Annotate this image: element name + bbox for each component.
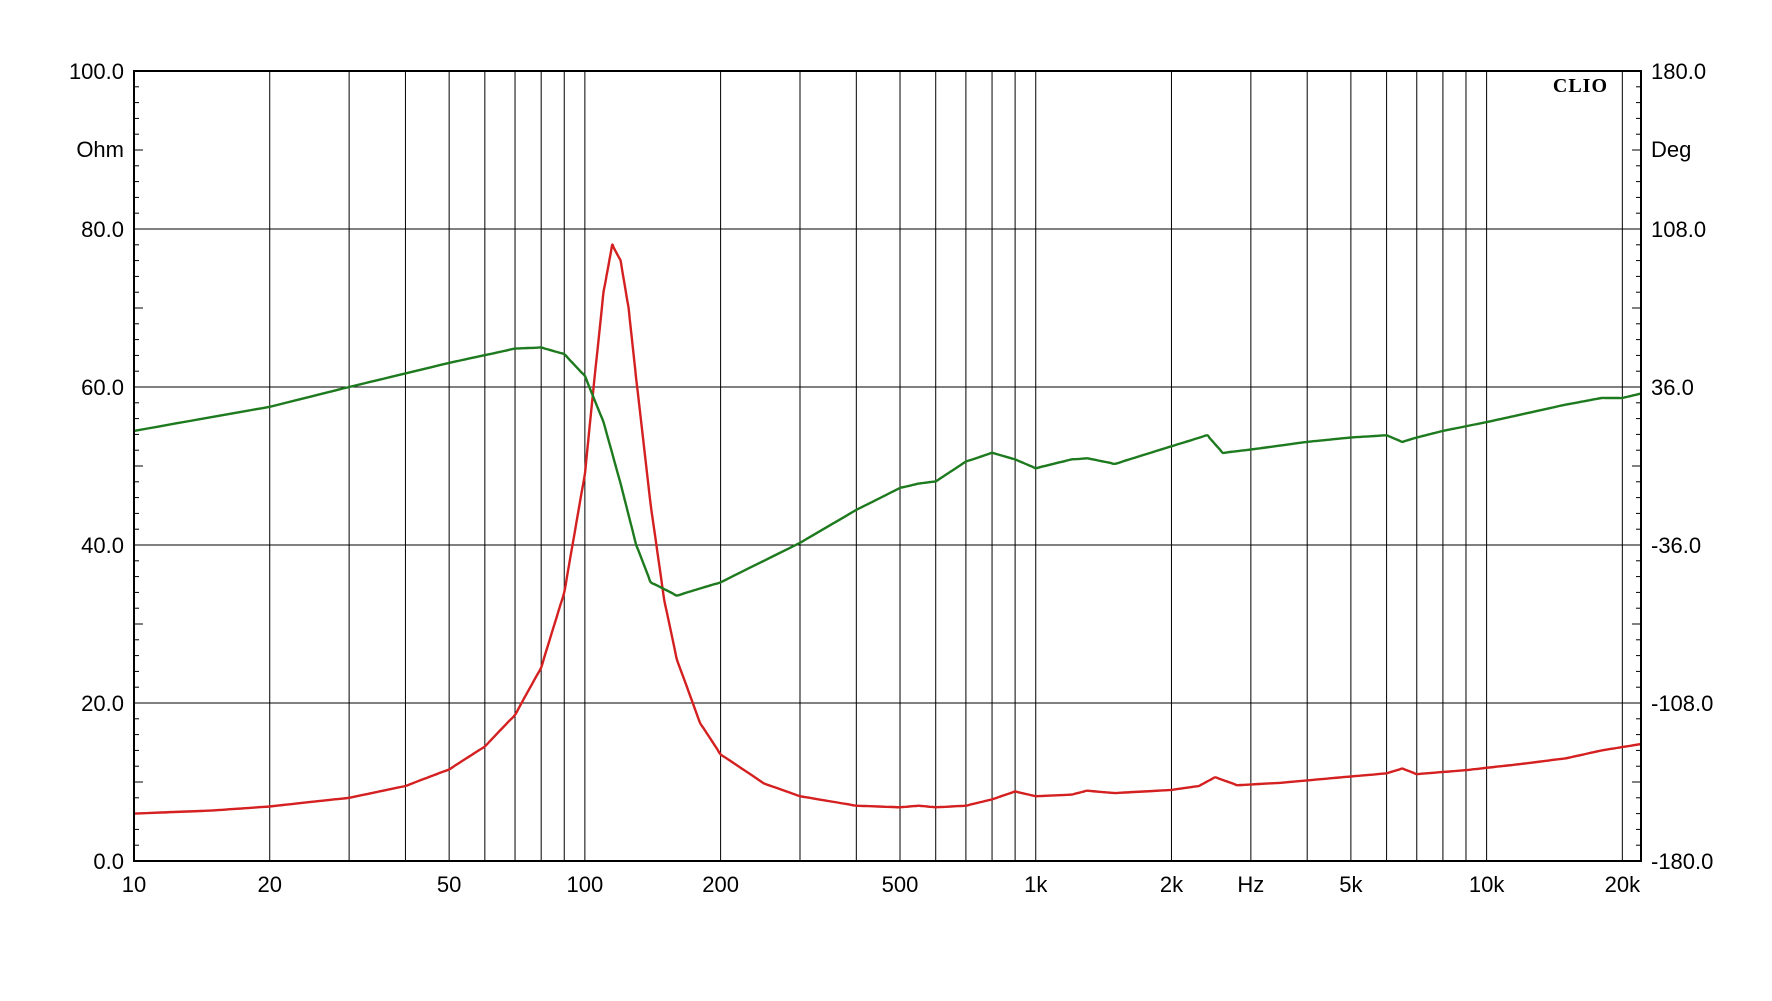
curves xyxy=(133,243,1642,815)
x-tick-label: 2k xyxy=(1160,872,1184,897)
plot-frame xyxy=(133,70,1642,862)
left-tick-label: 20.0 xyxy=(81,691,124,716)
left-tick-label: 40.0 xyxy=(81,533,124,558)
x-tick-label: 100 xyxy=(567,872,604,897)
x-tick-label: 20k xyxy=(1605,872,1641,897)
left-tick-label: 100.0 xyxy=(69,59,124,84)
right-tick-label: 108.0 xyxy=(1651,217,1706,242)
left-unit-label: Ohm xyxy=(76,137,124,162)
x-tick-label: 50 xyxy=(437,872,461,897)
impedance-curve xyxy=(133,243,1642,815)
x-unit-label: Hz xyxy=(1237,872,1264,897)
right-tick-label: 180.0 xyxy=(1651,59,1706,84)
x-tick-label: 1k xyxy=(1024,872,1048,897)
x-tick-label: 10 xyxy=(122,872,146,897)
right-unit-label: Deg xyxy=(1651,137,1691,162)
left-tick-label: 0.0 xyxy=(93,849,124,874)
x-tick-label: 10k xyxy=(1469,872,1505,897)
right-tick-label: -36.0 xyxy=(1651,533,1701,558)
right-tick-label: -108.0 xyxy=(1651,691,1713,716)
x-tick-label: 500 xyxy=(882,872,919,897)
brand-logo: CLIO xyxy=(1553,75,1608,97)
x-tick-label: 5k xyxy=(1339,872,1363,897)
tick-labels: 10 20 50 100 200 500 1k 2k 5k 10k 20k Hz 0.0 20.0 40.0… xyxy=(69,59,1713,897)
x-tick-label: 200 xyxy=(702,872,739,897)
x-tick-label: 20 xyxy=(257,872,281,897)
phase-curve xyxy=(133,346,1642,597)
left-tick-label: 80.0 xyxy=(81,217,124,242)
right-tick-label: 36.0 xyxy=(1651,375,1694,400)
right-tick-label: -180.0 xyxy=(1651,849,1713,874)
left-tick-label: 60.0 xyxy=(81,375,124,400)
